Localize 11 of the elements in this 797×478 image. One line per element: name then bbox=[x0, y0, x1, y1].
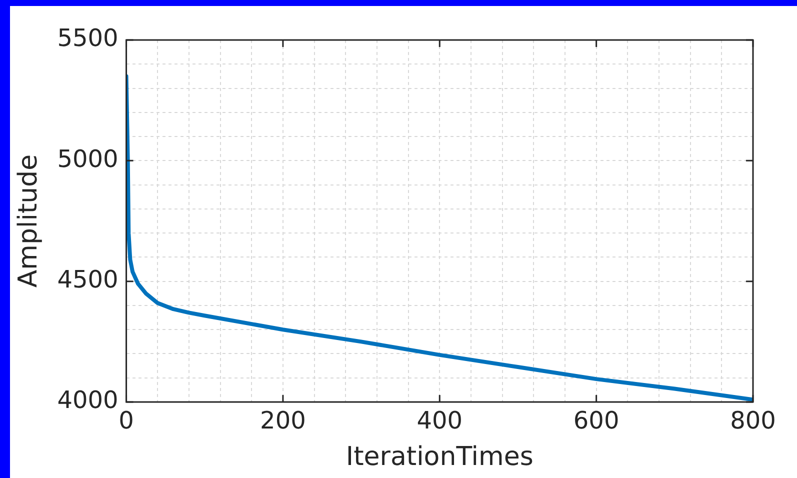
y-axis-title: Amplitude bbox=[13, 154, 44, 288]
y-tick-label: 5500 bbox=[57, 24, 118, 52]
x-tick-label: 200 bbox=[260, 406, 306, 435]
y-tick-label: 4000 bbox=[57, 386, 118, 414]
y-tick-label: 5000 bbox=[57, 144, 118, 173]
y-tick-label: 4500 bbox=[57, 266, 118, 294]
x-tick-label: 600 bbox=[573, 406, 620, 435]
x-tick-label: 0 bbox=[118, 406, 134, 435]
x-tick-label: 800 bbox=[730, 406, 776, 435]
x-axis-title: IterationTimes bbox=[346, 442, 534, 472]
x-tick-label: 400 bbox=[416, 406, 463, 435]
